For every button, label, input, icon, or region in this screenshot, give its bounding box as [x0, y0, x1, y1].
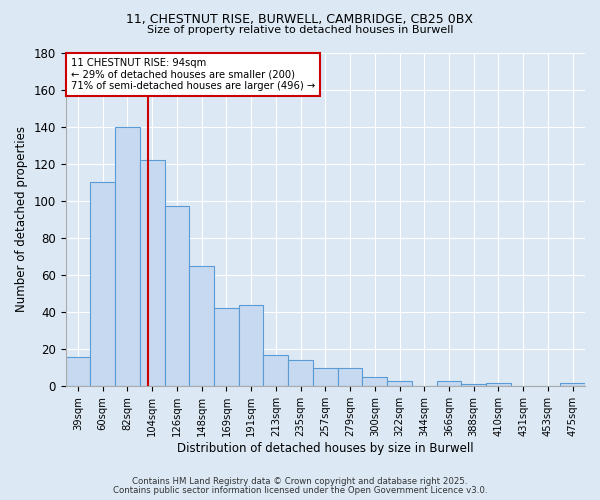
Bar	[560, 382, 585, 386]
Bar	[486, 382, 511, 386]
Text: Size of property relative to detached houses in Burwell: Size of property relative to detached ho…	[147, 25, 453, 35]
Bar	[115, 126, 140, 386]
Bar	[313, 368, 338, 386]
Bar	[461, 384, 486, 386]
X-axis label: Distribution of detached houses by size in Burwell: Distribution of detached houses by size …	[177, 442, 473, 455]
Bar	[288, 360, 313, 386]
Text: Contains HM Land Registry data © Crown copyright and database right 2025.: Contains HM Land Registry data © Crown c…	[132, 477, 468, 486]
Bar	[91, 182, 115, 386]
Bar	[437, 381, 461, 386]
Text: 11 CHESTNUT RISE: 94sqm
← 29% of detached houses are smaller (200)
71% of semi-d: 11 CHESTNUT RISE: 94sqm ← 29% of detache…	[71, 58, 315, 90]
Bar	[190, 266, 214, 386]
Bar	[387, 381, 412, 386]
Bar	[164, 206, 190, 386]
Text: 11, CHESTNUT RISE, BURWELL, CAMBRIDGE, CB25 0BX: 11, CHESTNUT RISE, BURWELL, CAMBRIDGE, C…	[127, 12, 473, 26]
Bar	[338, 368, 362, 386]
Bar	[65, 356, 91, 386]
Bar	[239, 304, 263, 386]
Text: Contains public sector information licensed under the Open Government Licence v3: Contains public sector information licen…	[113, 486, 487, 495]
Bar	[140, 160, 164, 386]
Bar	[214, 308, 239, 386]
Bar	[362, 377, 387, 386]
Bar	[263, 355, 288, 386]
Y-axis label: Number of detached properties: Number of detached properties	[15, 126, 28, 312]
